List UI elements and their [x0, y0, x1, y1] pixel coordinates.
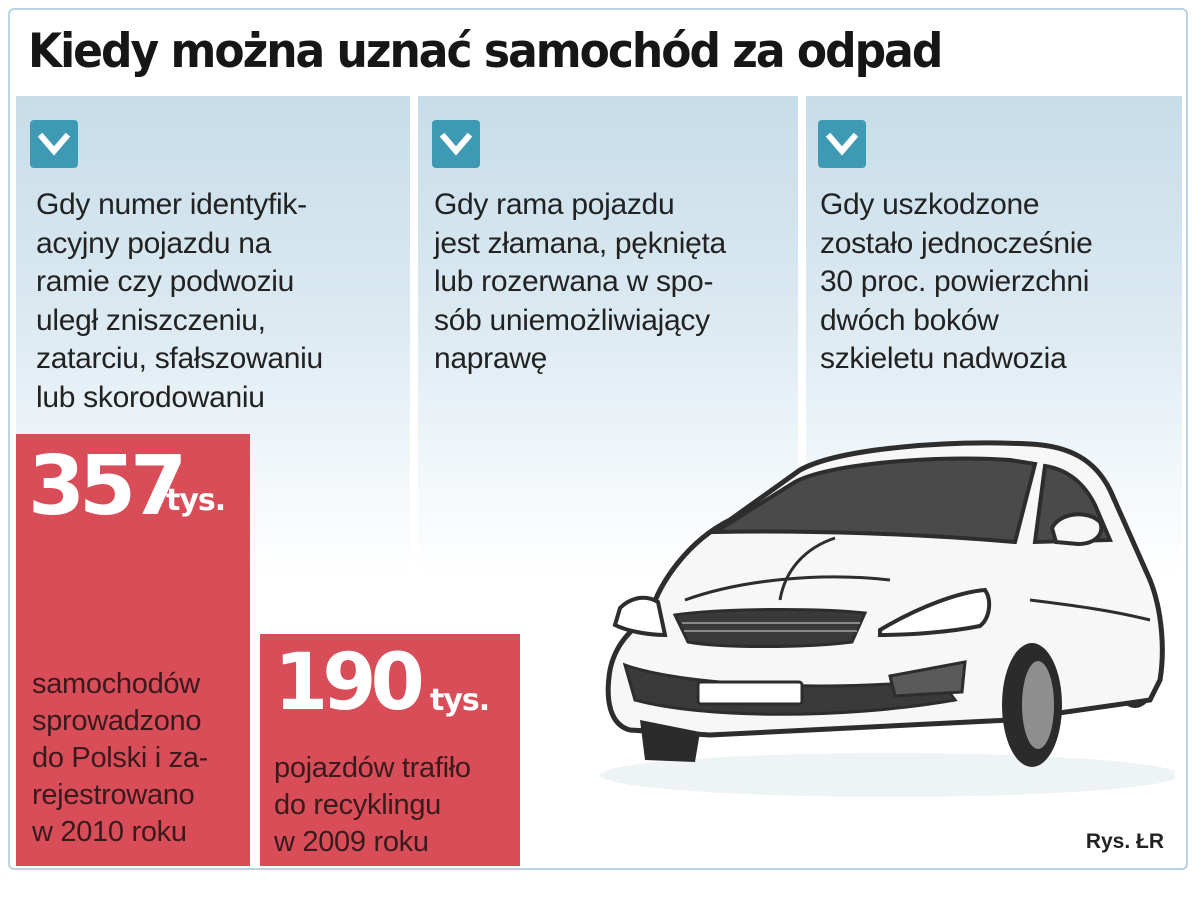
criterion-line: lub rozerwana w spo- — [434, 265, 714, 298]
criterion-text-3: Gdy uszkodzone zostało jednocześnie 30 p… — [820, 186, 1093, 379]
criterion-line: zostało jednocześnie — [820, 226, 1093, 260]
checkmark-icon — [432, 120, 480, 168]
checkmark-icon — [818, 120, 866, 168]
criterion-panel-2: Gdy rama pojazdu jest złamana, pęknięta … — [418, 96, 798, 576]
stat-description: pojazdów trafiło do recyklingu w 2009 ro… — [274, 750, 471, 861]
stat-unit: tys. — [430, 683, 490, 718]
criterion-line: lub skorodowaniu — [36, 380, 265, 414]
car-illustration — [600, 440, 1175, 797]
criterion-line: acyjny pojazdu na — [36, 226, 272, 260]
checkmark-icon — [30, 120, 78, 168]
stat-line: w 2009 roku — [274, 826, 429, 858]
criterion-text-2: Gdy rama pojazdu jest złamana, pęknięta … — [434, 186, 726, 379]
stat-line: samochodów — [32, 668, 200, 700]
criterion-line: dwóch boków — [820, 303, 999, 337]
stat-unit: tys. — [166, 483, 226, 518]
stat-box-cars-imported: 357 tys. samochodów sprowadzono do Polsk… — [16, 434, 250, 866]
criterion-line: sób uniemożliwiający — [434, 303, 710, 337]
criterion-text-1: Gdy numer identyfik- acyjny pojazdu na r… — [36, 186, 323, 417]
stat-description: samochodów sprowadzono do Polski i za- r… — [32, 666, 208, 851]
illustration-credit: Rys. ŁR — [1085, 830, 1164, 853]
criterion-line: Gdy numer identyfik- — [36, 188, 307, 221]
stat-line: sprowadzono — [32, 705, 202, 737]
stat-line: pojazdów trafiło — [274, 752, 471, 784]
stat-box-recycled-vehicles: 190 tys. pojazdów trafiło do recyklingu … — [260, 634, 520, 866]
stat-number: 357 — [28, 439, 187, 534]
stat-line: rejestrowano — [32, 779, 195, 811]
criterion-line: zatarciu, sfałszowaniu — [36, 342, 323, 375]
stat-line: do recyklingu — [274, 789, 441, 821]
criterion-line: uległ zniszczeniu, — [36, 303, 266, 337]
criterion-line: naprawę — [434, 342, 547, 375]
criterion-line: Gdy uszkodzone — [820, 188, 1040, 221]
criterion-line: ramie czy podwoziu — [36, 265, 295, 298]
stat-number: 190 — [274, 638, 425, 728]
page-title: Kiedy można uznać samochód za odpad — [28, 24, 943, 80]
criterion-line: jest złamana, pęknięta — [434, 226, 726, 260]
criterion-line: szkieletu nadwozia — [820, 342, 1067, 375]
infographic-frame: Kiedy można uznać samochód za odpad Gdy … — [8, 8, 1188, 870]
criterion-line: Gdy rama pojazdu — [434, 188, 675, 221]
stat-line: do Polski i za- — [32, 742, 209, 774]
stat-line: w 2010 roku — [32, 816, 187, 848]
criterion-line: 30 proc. powierzchni — [820, 265, 1090, 298]
